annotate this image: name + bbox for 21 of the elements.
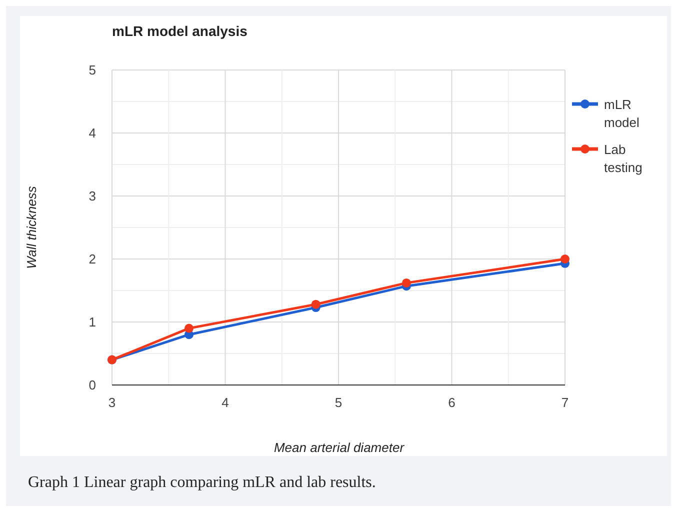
x-tick-label: 6 — [448, 395, 456, 410]
x-tick-label: 4 — [222, 395, 229, 410]
point — [311, 300, 320, 309]
y-tick-label: 0 — [88, 378, 96, 393]
point — [560, 254, 570, 264]
caption: Graph 1 Linear graph comparing mLR and lab results. — [28, 474, 376, 491]
y-tick-label: 2 — [88, 252, 96, 267]
legend-label: Lab testing — [604, 142, 642, 175]
y-tick-label: 3 — [88, 188, 96, 204]
point — [184, 324, 194, 333]
x-tick-label: 5 — [334, 395, 342, 410]
y-tick-label: 5 — [88, 62, 96, 78]
chart-title: mLR model analysis — [112, 23, 248, 39]
x-tick-label: 3 — [108, 395, 116, 410]
x-tick-label: 7 — [561, 395, 569, 410]
y-axis-title: Wall thickness — [24, 186, 39, 269]
y-tick-label: 4 — [88, 126, 96, 141]
point — [402, 278, 411, 288]
y-tick-label: 1 — [88, 314, 96, 330]
legend-label: mLR model — [604, 97, 640, 130]
x-axis-title: Mean arterial diameter — [274, 440, 405, 455]
